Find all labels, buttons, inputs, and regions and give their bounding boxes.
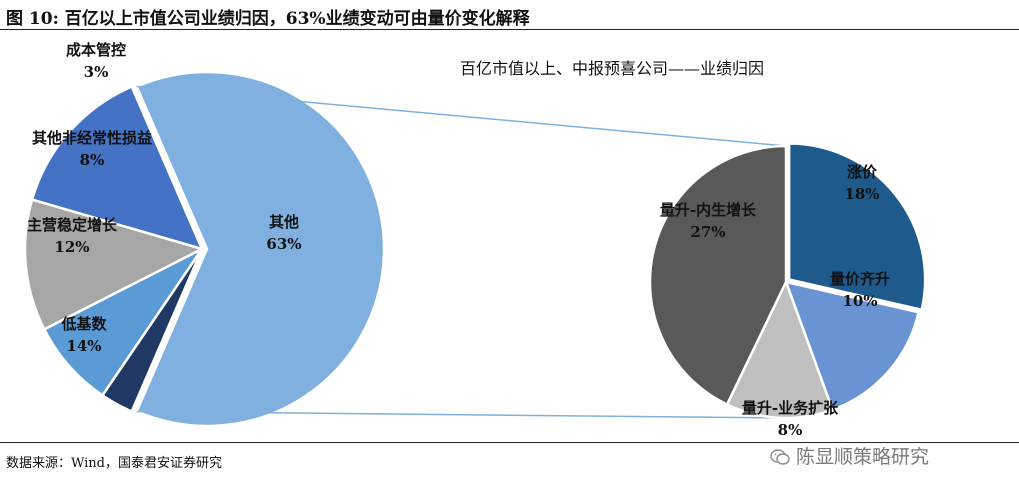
connector-line-top — [136, 85, 787, 147]
main-pie-slice-3 — [42, 247, 204, 398]
secondary-pie-label-0: 涨价 18% — [844, 163, 879, 203]
connector-line-bottom — [136, 410, 787, 419]
main-pie-label-1: 低基数 14% — [60, 315, 107, 355]
pie-of-pie-chart: 其他 63% 低基数 14% 主营稳定增长 12% 其他非经常性损益 8% 成本管控 3% 涨价 18… — [23, 41, 927, 439]
main-pie-label-0: 其他 63% — [266, 213, 301, 253]
main-pie-label-4: 成本管控 3% — [66, 41, 126, 81]
figure-title: 图 10: 百亿以上市值公司业绩归因，63%业绩变动可由量价变化解释 — [6, 9, 530, 29]
source-rule — [0, 442, 1019, 443]
secondary-pie-slice-0 — [787, 142, 927, 312]
watermark: 陈显顺策略研究 — [770, 442, 929, 469]
main-pie-slice-4 — [100, 248, 204, 414]
secondary-chart-title: 百亿市值以上、中报预喜公司——业绩归因 — [460, 59, 764, 78]
secondary-pie-label-3: 量升-内生增长 27% — [660, 201, 757, 241]
main-pie-label-3: 其他非经常性损益 8% — [32, 129, 152, 169]
main-pie-slice-0 — [135, 70, 386, 428]
secondary-pie-slice-3 — [648, 144, 788, 407]
source-note: 数据来源：Wind，国泰君安证券研究 — [6, 456, 222, 471]
secondary-pie-slice-2 — [725, 278, 835, 420]
wechat-icon — [770, 449, 790, 465]
secondary-pie-slice-1 — [784, 280, 921, 412]
watermark-text: 陈显顺策略研究 — [796, 446, 930, 468]
secondary-pie-label-2: 量升-业务扩张 8% — [742, 399, 839, 439]
secondary-pie-label-1: 量价齐升 10% — [830, 270, 890, 310]
main-pie-label-2: 主营稳定增长 12% — [27, 216, 118, 256]
title-rule — [0, 29, 1019, 30]
main-pie-slice-1 — [30, 84, 205, 251]
main-pie-slice-2 — [23, 198, 206, 332]
